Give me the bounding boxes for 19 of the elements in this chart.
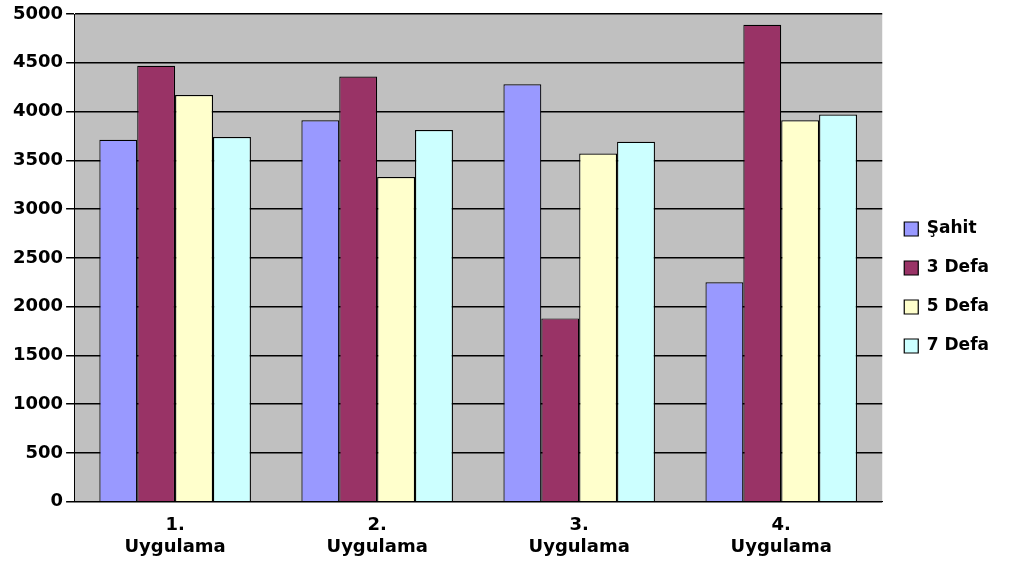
x-tick-label: 3. Uygulama	[528, 513, 630, 556]
legend-label: Şahit	[926, 217, 977, 238]
y-tick-label: 2500	[12, 245, 64, 267]
y-tick-label: 1500	[12, 343, 64, 365]
legend-label: 3 Defa	[926, 256, 990, 277]
y-tick-label: 4500	[12, 50, 64, 72]
legend-label: 7 Defa	[926, 334, 990, 355]
y-tick-label: 3500	[12, 148, 64, 170]
y-tick-label: 5000	[12, 1, 64, 23]
x-tick-label: 2. Uygulama	[326, 513, 428, 556]
y-tick-label: 3000	[12, 196, 64, 218]
y-tick-label: 4000	[12, 99, 64, 121]
x-tick-label: 1. Uygulama	[124, 513, 226, 556]
x-tick-label: 4. Uygulama	[730, 513, 832, 556]
y-tick-label: 2000	[12, 294, 64, 316]
legend-label: 5 Defa	[926, 295, 990, 316]
y-tick-label: 500	[25, 440, 64, 462]
y-tick-label: 1000	[12, 391, 64, 413]
y-tick-label: 0	[50, 489, 64, 511]
